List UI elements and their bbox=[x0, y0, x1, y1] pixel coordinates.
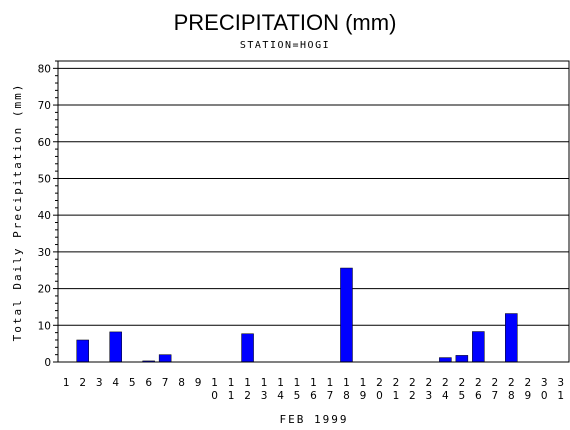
bar-day-25 bbox=[455, 355, 469, 363]
y-tick-label: 80 bbox=[38, 63, 51, 75]
x-axis-label: FEB 1999 bbox=[280, 413, 349, 426]
x-tick-label: 1 bbox=[63, 377, 70, 389]
gridlines bbox=[58, 67, 569, 326]
chart-subtitle: STATION=HOGI bbox=[240, 40, 330, 51]
x-tick-label: 5 bbox=[129, 377, 136, 389]
chart-title: PRECIPITATION (mm) bbox=[174, 10, 397, 35]
plot-frame bbox=[57, 60, 570, 363]
bar-day-18 bbox=[340, 267, 353, 363]
bar-day-4 bbox=[109, 331, 122, 363]
y-axis-label: Total Daily Precipitation (mm) bbox=[11, 83, 24, 342]
y-tick-label: 0 bbox=[44, 357, 51, 369]
bar-day-28 bbox=[505, 313, 518, 363]
x-tick-label: 9 bbox=[195, 377, 202, 389]
x-tick-label: 7 bbox=[162, 377, 169, 389]
y-tick-label: 70 bbox=[38, 100, 51, 112]
x-axis-ticks: 1 2 3 4 5 6 7 8 9 1 01 11 21 31 41 51 61 71 81 92 02 12 22 32 42… bbox=[63, 377, 564, 402]
bar-day-24 bbox=[439, 357, 452, 363]
y-tick-label: 50 bbox=[38, 173, 51, 185]
bar-day-26 bbox=[472, 331, 485, 363]
bar-day-12 bbox=[241, 333, 254, 363]
y-tick-label: 30 bbox=[38, 247, 51, 259]
y-tick-label: 60 bbox=[38, 137, 51, 149]
bars bbox=[76, 267, 518, 363]
y-tick-label: 40 bbox=[38, 210, 51, 222]
x-tick-label: 8 bbox=[178, 377, 185, 389]
x-tick-label: 4 bbox=[112, 377, 119, 389]
x-tick-label: 6 bbox=[145, 377, 152, 389]
x-tick-label: 2 bbox=[79, 377, 86, 389]
bar-day-7 bbox=[158, 354, 172, 363]
bar-day-2 bbox=[76, 339, 89, 363]
x-tick-label: 3 bbox=[96, 377, 103, 389]
y-tick-label: 10 bbox=[38, 320, 51, 332]
y-axis-ticks: 0 10 20 30 40 50 60 70 80 bbox=[38, 60, 58, 369]
y-tick-label: 20 bbox=[38, 284, 51, 296]
